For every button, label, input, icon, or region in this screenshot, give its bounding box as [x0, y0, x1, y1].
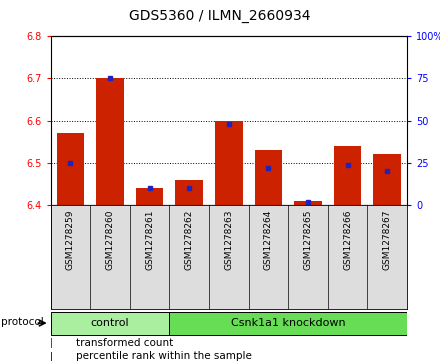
Text: GDS5360 / ILMN_2660934: GDS5360 / ILMN_2660934	[129, 9, 311, 23]
Text: GSM1278267: GSM1278267	[383, 209, 392, 270]
Bar	[176, 180, 203, 205]
Text: GSM1278264: GSM1278264	[264, 209, 273, 270]
Text: control: control	[91, 318, 129, 327]
Bar	[57, 133, 84, 205]
Text: GSM1278265: GSM1278265	[304, 209, 312, 270]
Text: percentile rank within the sample: percentile rank within the sample	[76, 351, 251, 362]
FancyBboxPatch shape	[169, 311, 407, 335]
Bar	[373, 155, 401, 205]
Bar	[215, 121, 243, 205]
Text: transformed count: transformed count	[76, 338, 173, 348]
Text: GSM1278266: GSM1278266	[343, 209, 352, 270]
Text: Csnk1a1 knockdown: Csnk1a1 knockdown	[231, 318, 345, 327]
Text: GSM1278259: GSM1278259	[66, 209, 75, 270]
Text: protocol: protocol	[1, 317, 44, 327]
FancyBboxPatch shape	[51, 311, 169, 335]
Bar	[96, 78, 124, 205]
Bar	[136, 188, 164, 205]
Bar	[51, 351, 52, 362]
Text: GSM1278261: GSM1278261	[145, 209, 154, 270]
Text: GSM1278260: GSM1278260	[106, 209, 114, 270]
Text: GSM1278262: GSM1278262	[185, 209, 194, 270]
Bar	[334, 146, 362, 205]
Bar	[294, 201, 322, 205]
Bar	[51, 338, 52, 348]
Text: GSM1278263: GSM1278263	[224, 209, 233, 270]
Bar	[254, 150, 282, 205]
